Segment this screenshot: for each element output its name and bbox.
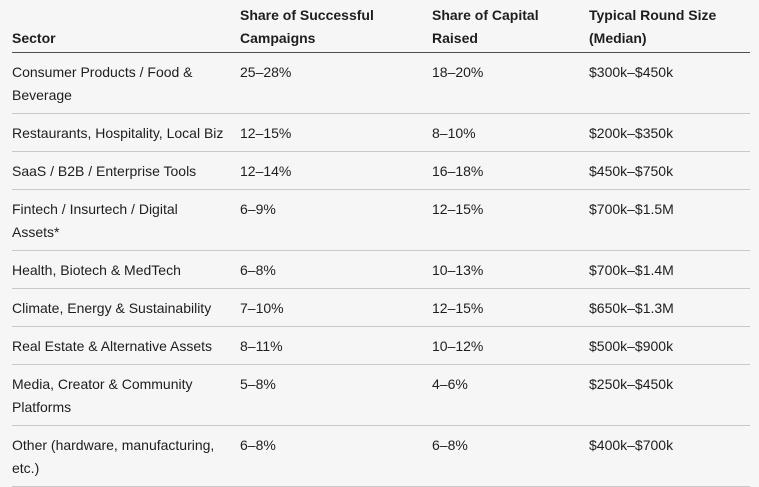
sector-stats-table: Sector Share of Successful Campaigns Sha…: [12, 0, 750, 487]
table-row: Other (hardware, manufacturing, etc.) 6–…: [12, 425, 750, 487]
capital-share-cell: 18–20%: [432, 52, 589, 114]
capital-share-cell: 10–13%: [432, 250, 589, 289]
success-share-cell: 6–8%: [240, 250, 432, 289]
table-header: Sector Share of Successful Campaigns Sha…: [12, 0, 750, 53]
round-size-cell: $450k–$750k: [589, 151, 750, 190]
header-line: Sector: [12, 30, 56, 46]
sector-line: Consumer Products / Food &: [12, 64, 193, 80]
success-share-cell: 7–10%: [240, 288, 432, 327]
capital-share-cell: 4–6%: [432, 364, 589, 426]
round-size-cell: $500k–$900k: [589, 326, 750, 365]
header-line: (Median): [589, 30, 647, 46]
header-row: Sector Share of Successful Campaigns Sha…: [12, 0, 750, 53]
sector-line: Beverage: [12, 87, 72, 103]
sector-cell: Health, Biotech & MedTech: [12, 250, 240, 289]
sector-line: Platforms: [12, 399, 72, 415]
table-body: Consumer Products / Food & Beverage 25–2…: [12, 52, 750, 487]
sector-line: Fintech / Insurtech / Digital: [12, 201, 178, 217]
success-share-cell: 6–8%: [240, 425, 432, 487]
round-size-cell: $300k–$450k: [589, 52, 750, 114]
sector-line: SaaS / B2B / Enterprise Tools: [12, 163, 197, 179]
round-size-cell: $200k–$350k: [589, 113, 750, 152]
capital-share-cell: 10–12%: [432, 326, 589, 365]
capital-share-cell: 12–15%: [432, 189, 589, 251]
column-header-round-size: Typical Round Size (Median): [589, 0, 750, 53]
header-line: Typical Round Size: [589, 7, 717, 23]
sector-line: Real Estate & Alternative Assets: [12, 338, 212, 354]
capital-share-cell: 16–18%: [432, 151, 589, 190]
header-line: Share of Capital: [432, 7, 539, 23]
sector-cell: Climate, Energy & Sustainability: [12, 288, 240, 327]
column-header-sector: Sector: [12, 0, 240, 53]
table-row: Fintech / Insurtech / Digital Assets* 6–…: [12, 189, 750, 251]
table-row: Real Estate & Alternative Assets 8–11% 1…: [12, 326, 750, 365]
round-size-cell: $700k–$1.4M: [589, 250, 750, 289]
sector-cell: SaaS / B2B / Enterprise Tools: [12, 151, 240, 190]
sector-line: Media, Creator & Community: [12, 376, 193, 392]
sector-line: Health, Biotech & MedTech: [12, 262, 181, 278]
success-share-cell: 25–28%: [240, 52, 432, 114]
capital-share-cell: 8–10%: [432, 113, 589, 152]
header-line: Share of Successful: [240, 7, 374, 23]
sector-line: Other (hardware, manufacturing,: [12, 437, 215, 453]
table-row: Health, Biotech & MedTech 6–8% 10–13% $7…: [12, 250, 750, 289]
table-row: Climate, Energy & Sustainability 7–10% 1…: [12, 288, 750, 327]
header-line: Campaigns: [240, 30, 316, 46]
table-row: Consumer Products / Food & Beverage 25–2…: [12, 52, 750, 114]
header-line: Raised: [432, 30, 478, 46]
sector-cell: Restaurants, Hospitality, Local Biz: [12, 113, 240, 152]
sector-line: Climate, Energy & Sustainability: [12, 300, 212, 316]
column-header-successful-campaigns: Share of Successful Campaigns: [240, 0, 432, 53]
success-share-cell: 6–9%: [240, 189, 432, 251]
success-share-cell: 8–11%: [240, 326, 432, 365]
table-row: Restaurants, Hospitality, Local Biz 12–1…: [12, 113, 750, 152]
success-share-cell: 12–14%: [240, 151, 432, 190]
round-size-cell: $400k–$700k: [589, 425, 750, 487]
sector-cell: Media, Creator & Community Platforms: [12, 364, 240, 426]
round-size-cell: $700k–$1.5M: [589, 189, 750, 251]
success-share-cell: 12–15%: [240, 113, 432, 152]
sector-line: Assets*: [12, 224, 60, 240]
capital-share-cell: 12–15%: [432, 288, 589, 327]
column-header-capital-raised: Share of Capital Raised: [432, 0, 589, 53]
sector-cell: Fintech / Insurtech / Digital Assets*: [12, 189, 240, 251]
round-size-cell: $650k–$1.3M: [589, 288, 750, 327]
table-row: SaaS / B2B / Enterprise Tools 12–14% 16–…: [12, 151, 750, 190]
sector-cell: Real Estate & Alternative Assets: [12, 326, 240, 365]
sector-line: etc.): [12, 460, 40, 476]
round-size-cell: $250k–$450k: [589, 364, 750, 426]
table-row: Media, Creator & Community Platforms 5–8…: [12, 364, 750, 426]
sector-line: Restaurants, Hospitality, Local Biz: [12, 125, 224, 141]
sector-cell: Other (hardware, manufacturing, etc.): [12, 425, 240, 487]
capital-share-cell: 6–8%: [432, 425, 589, 487]
sector-cell: Consumer Products / Food & Beverage: [12, 52, 240, 114]
success-share-cell: 5–8%: [240, 364, 432, 426]
